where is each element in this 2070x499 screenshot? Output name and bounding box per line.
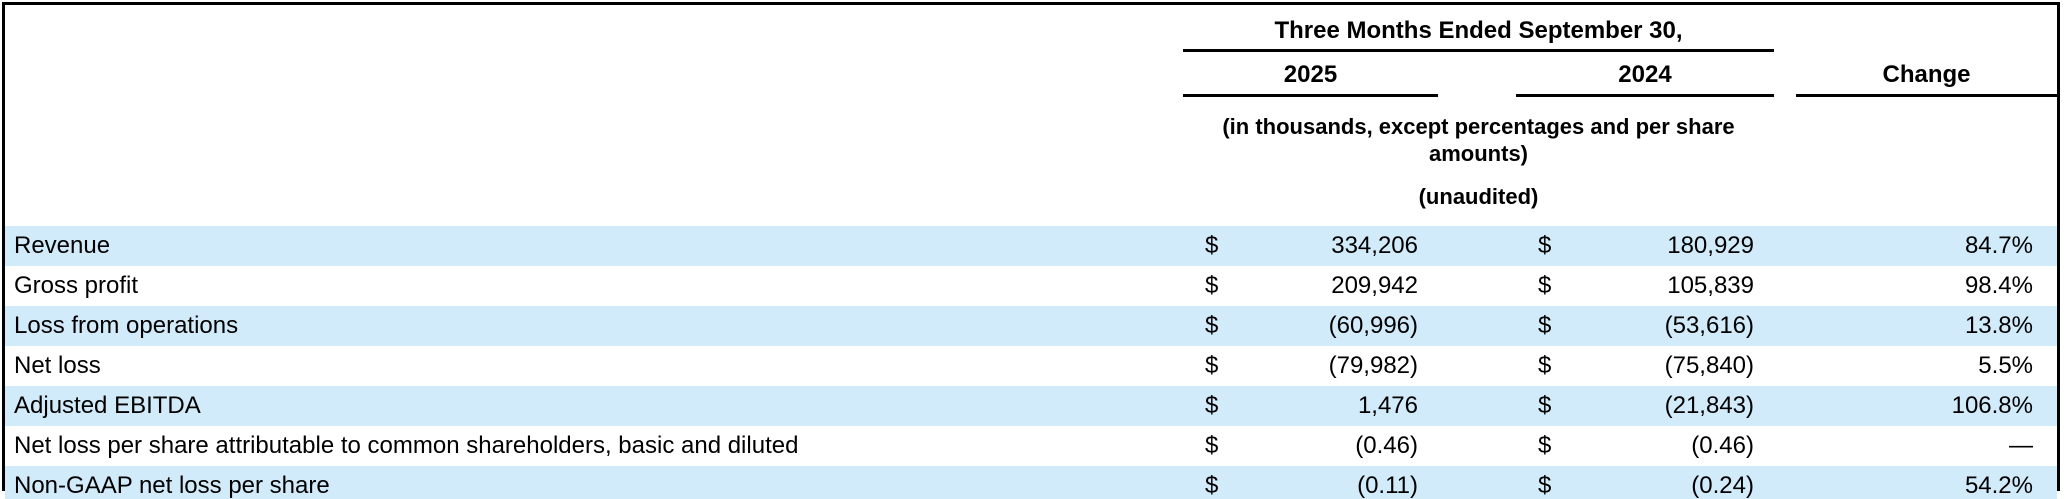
column-gap xyxy=(1438,306,1516,346)
period-header-row: Three Months Ended September 30, xyxy=(5,14,2057,55)
column-gap xyxy=(1774,426,1796,466)
dollar-sign-2025: $ xyxy=(1205,272,1219,299)
value-2024: (0.46) xyxy=(1691,432,1754,459)
value-2025: 209,942 xyxy=(1331,272,1418,299)
value-2024: (0.24) xyxy=(1691,472,1754,499)
column-gap xyxy=(1774,226,1796,266)
value-2025: 334,206 xyxy=(1331,232,1418,259)
dollar-sign-2024: $ xyxy=(1538,352,1552,379)
row-label: Non-GAAP net loss per share xyxy=(14,472,330,499)
value-2025: (60,996) xyxy=(1328,312,1418,339)
change-value: 84.7% xyxy=(1964,232,2033,259)
dollar-sign-2025: $ xyxy=(1205,392,1219,419)
column-gap xyxy=(1438,386,1516,426)
change-value: 54.2% xyxy=(1964,472,2033,499)
dollar-sign-2025: $ xyxy=(1205,472,1219,499)
column-gap xyxy=(1774,306,1796,346)
change-value: 13.8% xyxy=(1964,312,2033,339)
column-header-2025: 2025 xyxy=(1183,57,1438,97)
change-value: 5.5% xyxy=(1978,352,2033,379)
value-2024: 105,839 xyxy=(1667,272,1754,299)
column-header-2024: 2024 xyxy=(1516,57,1774,97)
period-header: Three Months Ended September 30, xyxy=(1183,14,1774,52)
column-gap xyxy=(1774,346,1796,386)
table-row: Net loss $ (79,982) $ (75,840) 5.5% xyxy=(5,346,2057,386)
row-label: Adjusted EBITDA xyxy=(14,392,201,419)
column-gap xyxy=(1774,386,1796,426)
dollar-sign-2025: $ xyxy=(1205,232,1219,259)
value-2025: (79,982) xyxy=(1328,352,1418,379)
value-2024: 180,929 xyxy=(1667,232,1754,259)
unaudited-note-row: (unaudited) xyxy=(5,183,2057,210)
column-gap xyxy=(1438,266,1516,306)
column-gap xyxy=(1438,466,1516,499)
table-row: Adjusted EBITDA $ 1,476 $ (21,843) 106.8… xyxy=(5,386,2057,426)
dollar-sign-2024: $ xyxy=(1538,392,1552,419)
dollar-sign-2024: $ xyxy=(1538,472,1552,499)
value-2025: (0.11) xyxy=(1357,472,1418,499)
value-2024: (75,840) xyxy=(1664,352,1754,379)
units-note: (in thousands, except percentages and pe… xyxy=(1222,114,1735,166)
value-2024: (53,616) xyxy=(1664,312,1754,339)
change-value: — xyxy=(2009,432,2033,459)
change-value: 106.8% xyxy=(1951,392,2033,419)
column-header-change: Change xyxy=(1796,57,2057,97)
dollar-sign-2024: $ xyxy=(1538,232,1552,259)
column-gap xyxy=(1438,426,1516,466)
column-gap xyxy=(1774,266,1796,306)
dollar-sign-2024: $ xyxy=(1538,272,1552,299)
value-2025: (0.46) xyxy=(1355,432,1418,459)
column-gap xyxy=(1438,226,1516,266)
row-label: Net loss per share attributable to commo… xyxy=(14,432,799,459)
dollar-sign-2025: $ xyxy=(1205,312,1219,339)
row-label: Loss from operations xyxy=(14,312,239,339)
row-label: Gross profit xyxy=(14,272,139,299)
value-2025: 1,476 xyxy=(1357,392,1418,419)
change-value: 98.4% xyxy=(1964,272,2033,299)
row-label: Net loss xyxy=(14,352,101,379)
table-header: Three Months Ended September 30, 2025 20… xyxy=(5,5,2057,210)
table-row: Gross profit $ 209,942 $ 105,839 98.4% xyxy=(5,266,2057,306)
row-label: Revenue xyxy=(14,232,111,259)
table-row: Loss from operations $ (60,996) $ (53,61… xyxy=(5,306,2057,346)
table-row: Non-GAAP net loss per share $ (0.11) $ (… xyxy=(5,466,2057,499)
dollar-sign-2025: $ xyxy=(1205,432,1219,459)
units-note-row: (in thousands, except percentages and pe… xyxy=(5,113,2057,167)
table-row: Revenue $ 334,206 $ 180,929 84.7% xyxy=(5,226,2057,266)
dollar-sign-2024: $ xyxy=(1538,432,1552,459)
column-headers-row: 2025 2024 Change xyxy=(5,55,2057,99)
column-gap xyxy=(1774,466,1796,499)
table-body: Revenue $ 334,206 $ 180,929 84.7% Gross … xyxy=(5,226,2057,499)
table-row: Net loss per share attributable to commo… xyxy=(5,426,2057,466)
dollar-sign-2025: $ xyxy=(1205,352,1219,379)
unaudited-note: (unaudited) xyxy=(1418,184,1539,209)
column-gap xyxy=(1438,346,1516,386)
value-2024: (21,843) xyxy=(1664,392,1754,419)
dollar-sign-2024: $ xyxy=(1538,312,1552,339)
